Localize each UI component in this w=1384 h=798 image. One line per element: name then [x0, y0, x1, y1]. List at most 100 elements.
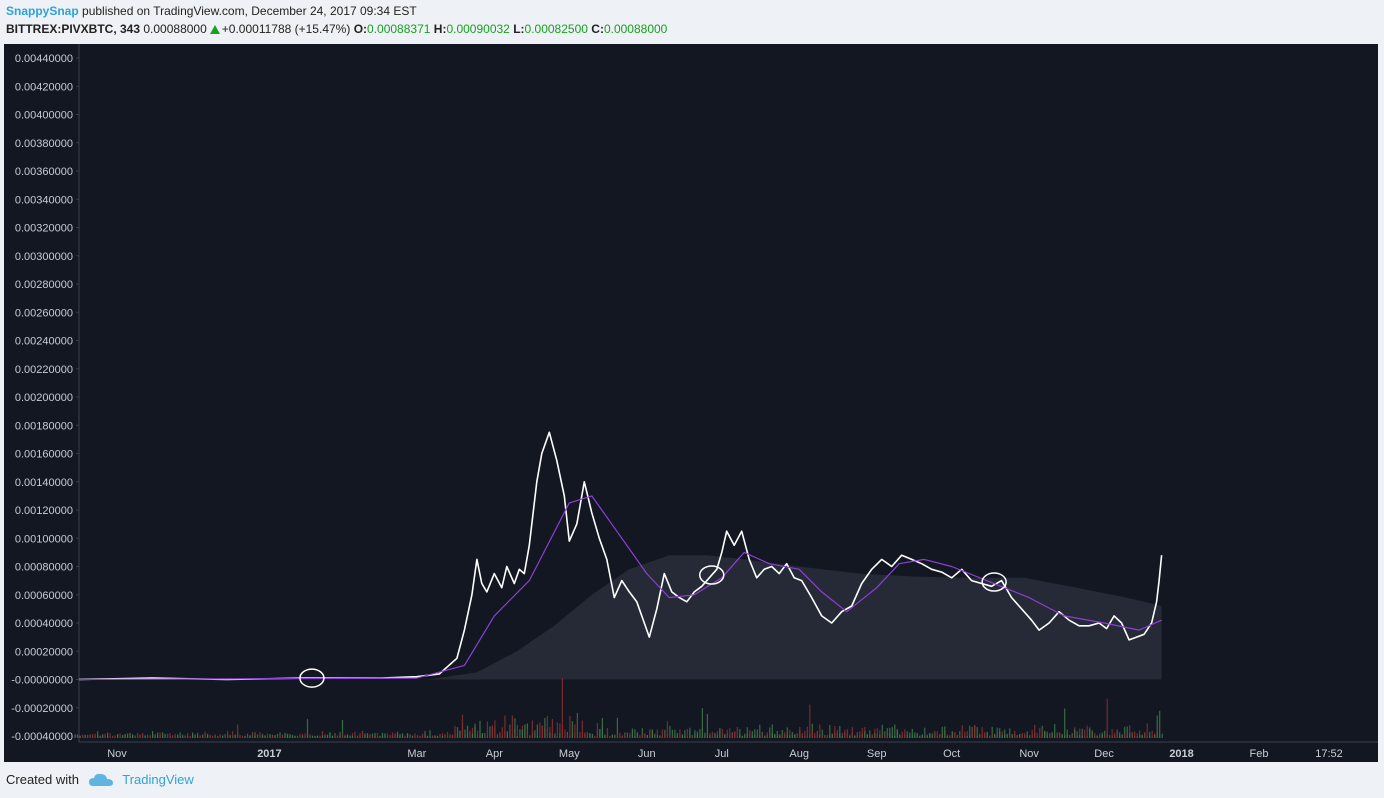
volume-bar — [626, 732, 628, 738]
x-tick-label: Apr — [486, 748, 503, 760]
volume-bar — [656, 729, 658, 738]
volume-bar — [246, 735, 249, 738]
x-tick-label: Mar — [407, 748, 426, 760]
volume-bar — [709, 735, 711, 738]
volume-bar — [729, 728, 731, 738]
tradingview-brand-link[interactable]: TradingView — [122, 772, 194, 787]
volume-bar — [716, 734, 718, 738]
volume-bar — [416, 735, 419, 738]
volume-bar — [576, 717, 578, 738]
volume-bar — [761, 733, 763, 738]
volume-bar — [356, 735, 359, 738]
low-value: 0.00082500 — [524, 22, 588, 36]
volume-bar — [1006, 734, 1008, 738]
volume-bar — [481, 733, 483, 738]
volume-bar — [1009, 728, 1011, 738]
volume-bar — [901, 731, 903, 738]
volume-bar — [794, 734, 796, 738]
volume-bar — [436, 735, 439, 738]
volume-bar — [1124, 726, 1126, 738]
volume-bar — [1104, 730, 1106, 738]
price-change: +0.00011788 (+15.47%) — [221, 22, 351, 36]
volume-bar — [811, 730, 813, 738]
volume-bar — [309, 734, 311, 738]
volume-bar — [1024, 735, 1026, 738]
x-tick-label: Feb — [1250, 748, 1269, 760]
volume-bar — [931, 733, 933, 738]
volume-bar — [316, 735, 319, 738]
volume-bar — [536, 735, 538, 738]
volume-bar — [961, 725, 963, 738]
annotation-ellipse — [699, 565, 725, 585]
volume-bar — [114, 735, 116, 738]
volume-bar — [589, 733, 591, 738]
volume-bar — [279, 735, 281, 738]
volume-bar — [866, 734, 868, 738]
volume-bar — [1144, 732, 1146, 738]
ticker-line: BITTREX:PIVXBTC, 343 0.00088000 +0.000117… — [6, 22, 667, 36]
volume-bar — [224, 735, 226, 738]
volume-bar — [691, 735, 693, 738]
volume-bar — [264, 735, 266, 738]
volume-bar — [934, 730, 936, 738]
volume-bar — [959, 731, 961, 738]
volume-bar — [861, 727, 863, 738]
volume-bar — [1161, 733, 1163, 738]
volume-bar — [1034, 732, 1036, 738]
author-link[interactable]: SnappySnap — [6, 4, 79, 18]
volume-bar — [501, 727, 503, 738]
volume-bar — [751, 731, 753, 738]
volume-bar — [789, 735, 791, 738]
volume-bar — [124, 734, 126, 738]
y-axis-panel — [4, 44, 79, 742]
volume-bar — [406, 733, 409, 738]
volume-bar — [831, 734, 833, 738]
volume-bar — [819, 724, 821, 738]
volume-bar — [496, 733, 498, 738]
volume-bar — [152, 731, 154, 738]
volume-bar — [876, 728, 878, 738]
volume-bar — [162, 732, 164, 738]
volume-bar — [616, 734, 618, 738]
volume-bar — [471, 733, 474, 738]
high-value: 0.00090032 — [446, 22, 510, 36]
volume-bar — [144, 735, 146, 738]
volume-bar — [1086, 725, 1088, 738]
volume-bar — [1109, 735, 1111, 738]
volume-bar — [102, 734, 104, 738]
volume-bar — [511, 715, 513, 738]
volume-bar — [359, 732, 361, 738]
volume-bar — [554, 733, 556, 738]
volume-bar — [289, 734, 291, 738]
volume-bar — [1049, 733, 1051, 738]
volume-bar — [117, 734, 119, 738]
volume-bar — [944, 726, 946, 738]
volume-bar — [561, 677, 563, 738]
y-tick-label: 0.00300000 — [15, 251, 73, 263]
volume-bar — [429, 735, 431, 738]
volume-bar — [1036, 732, 1038, 738]
volume-bar — [536, 724, 538, 738]
volume-bar — [544, 718, 546, 738]
volume-bar — [721, 734, 723, 738]
volume-bar — [197, 732, 199, 738]
volume-bar — [749, 732, 751, 738]
volume-bar — [981, 733, 983, 738]
volume-bar — [74, 734, 76, 738]
created-with-text: Created with — [6, 772, 79, 787]
volume-bar — [351, 735, 354, 738]
price-chart[interactable]: 0.00440000 0.00420000 0.00400000 0.00380000… — [0, 42, 1384, 764]
volume-bar — [1079, 734, 1081, 738]
y-tick-label: 0.00160000 — [15, 449, 73, 461]
volume-bar — [556, 722, 558, 738]
volume-bar — [1089, 727, 1091, 738]
y-tick-label: 0.00240000 — [15, 336, 73, 348]
volume-bar — [119, 735, 121, 738]
volume-bar — [856, 732, 858, 738]
x-tick-label: Aug — [789, 748, 809, 760]
volume-bar — [664, 735, 666, 738]
volume-bar — [199, 735, 201, 738]
volume-bar — [1104, 735, 1106, 738]
footer: Created with TradingView — [6, 772, 194, 787]
volume-bar — [379, 735, 381, 738]
